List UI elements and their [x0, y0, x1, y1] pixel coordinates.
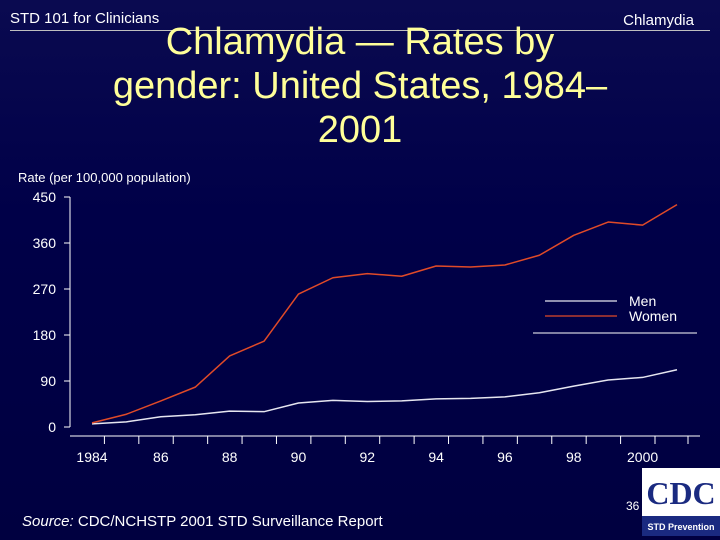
- y-axis-label: Rate (per 100,000 population): [18, 170, 191, 185]
- header-course-title: STD 101 for Clinicians: [10, 10, 160, 27]
- source-note: Source: CDC/NCHSTP 2001 STD Surveillance…: [22, 513, 383, 530]
- cdc-logo-wordmark: CDC: [646, 475, 715, 511]
- slide-title-line-1: Chlamydia — Rates by: [165, 21, 555, 63]
- x-tick-label: 1984: [76, 449, 107, 465]
- slide-title: Chlamydia — Rates by gender: United Stat…: [40, 20, 680, 152]
- x-tick-label: 90: [291, 449, 307, 465]
- x-tick-label: 98: [566, 449, 582, 465]
- slide-title-line-3: 2001: [317, 109, 403, 151]
- y-tick-label: 180: [33, 327, 57, 343]
- y-tick-label: 0: [48, 419, 56, 435]
- header-topic: Chlamydia: [623, 12, 694, 29]
- cdc-logo-caption: STD Prevention: [647, 522, 714, 532]
- cdc-logo: CDC STD Prevention: [642, 468, 720, 536]
- series-line-men: [91, 369, 678, 425]
- y-tick-label: 270: [33, 281, 57, 297]
- y-tick-label: 90: [40, 373, 56, 389]
- legend-label-women: Women: [629, 308, 677, 324]
- chart-axes: 0 90 180 270 360 450 1984 86 88 90 92 94 96 98 2000: [33, 189, 700, 465]
- source-text: CDC/NCHSTP 2001 STD Surveillance Report: [73, 513, 383, 530]
- chart-series: [91, 204, 678, 425]
- x-tick-label: 94: [428, 449, 444, 465]
- x-tick-label: 88: [222, 449, 238, 465]
- legend-label-men: Men: [629, 293, 656, 309]
- cdc-logo-band: [642, 516, 720, 536]
- slide-title-line-2: gender: United States, 1984–: [112, 65, 608, 107]
- x-tick-label: 86: [153, 449, 169, 465]
- x-tick-label: 96: [497, 449, 513, 465]
- x-tick-label: 2000: [627, 449, 658, 465]
- series-line-women: [91, 204, 678, 424]
- header-divider: [10, 30, 710, 31]
- y-tick-label: 360: [33, 235, 57, 251]
- source-label: Source:: [22, 513, 74, 530]
- x-tick-label: 92: [360, 449, 376, 465]
- page-number: 36: [626, 499, 640, 513]
- y-tick-label: 450: [33, 189, 57, 205]
